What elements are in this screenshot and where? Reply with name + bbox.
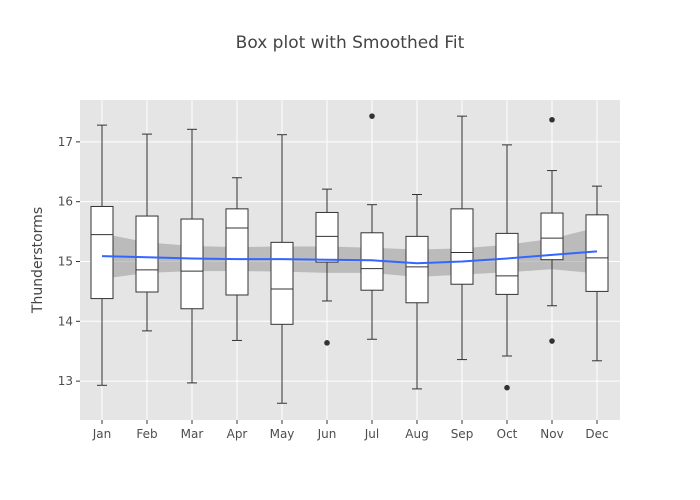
box-iqr <box>180 218 204 310</box>
y-tick-label: 17 <box>58 135 73 149</box>
box-apr <box>225 177 249 341</box>
x-tick-label: Jun <box>317 427 337 441</box>
x-tick-label: Nov <box>540 427 563 441</box>
box-jul <box>360 113 384 340</box>
x-tick-label: Aug <box>405 427 428 441</box>
outlier-point <box>324 340 330 346</box>
x-tick-label: May <box>270 427 295 441</box>
box-iqr <box>450 208 474 285</box>
box-dec <box>585 185 609 362</box>
x-tick-label: Feb <box>136 427 157 441</box>
x-tick-label: Apr <box>227 427 248 441</box>
box-iqr <box>270 241 294 325</box>
box-iqr <box>90 205 114 300</box>
y-tick-label: 14 <box>58 314 73 328</box>
box-oct <box>495 144 519 391</box>
x-tick-label: Jul <box>364 427 379 441</box>
x-tick-label: Jan <box>92 427 112 441</box>
x-tick-label: Mar <box>181 427 204 441</box>
x-axis: Jan Feb Mar Apr May Jun Jul Aug Sep Oct Nov Dec <box>92 420 609 441</box>
box-iqr <box>540 212 564 261</box>
smooth-fit <box>101 250 598 265</box>
y-tick-label: 13 <box>58 374 73 388</box>
box-iqr <box>315 211 339 263</box>
y-tick-label: 15 <box>58 254 73 268</box>
x-tick-label: Sep <box>451 427 474 441</box>
box-feb <box>135 133 159 332</box>
box-mar <box>180 128 204 384</box>
outlier-point <box>549 338 555 344</box>
y-tick-label: 16 <box>58 195 73 209</box>
outlier-point <box>549 116 555 123</box>
box-iqr <box>495 232 519 295</box>
outlier-point <box>504 384 510 391</box>
x-tick-label: Oct <box>497 427 518 441</box>
y-axis: 13 14 15 16 17 <box>58 135 80 388</box>
outlier-point <box>369 113 375 119</box>
chart-title: Box plot with Smoothed Fit <box>235 33 465 53</box>
x-tick-label: Dec <box>585 427 608 441</box>
box-nov <box>540 116 564 344</box>
box-sep <box>450 115 474 361</box>
y-axis-title: Thunderstorms <box>30 207 46 314</box>
box-iqr <box>585 214 609 292</box>
box-jun <box>315 188 339 346</box>
box-may <box>270 134 294 404</box>
box-iqr <box>225 208 249 296</box>
box-aug <box>405 194 429 390</box>
smooth-fit-line <box>101 250 598 265</box>
box-iqr <box>405 235 429 304</box>
box-series <box>90 113 609 404</box>
box-jan <box>90 124 114 386</box>
box-iqr <box>135 215 159 293</box>
